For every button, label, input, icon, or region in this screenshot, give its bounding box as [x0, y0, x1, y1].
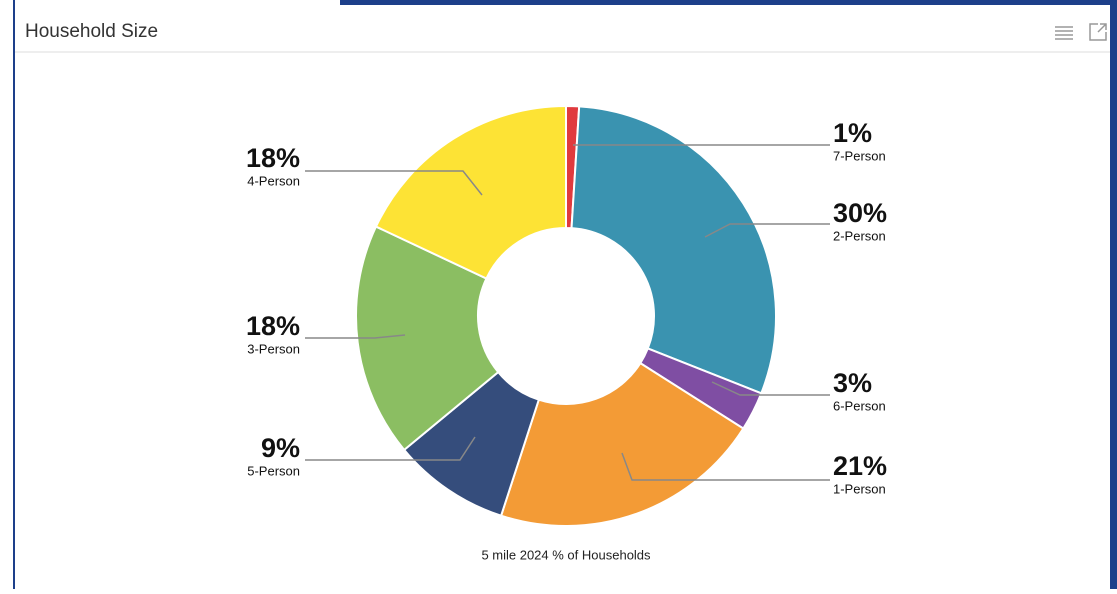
- slice: [570, 105, 777, 395]
- slice: [499, 361, 745, 527]
- category-label: 7-Person: [833, 148, 886, 163]
- list-icon[interactable]: [1055, 26, 1073, 40]
- leader-line: [621, 452, 830, 481]
- category-label: 5-Person: [247, 463, 300, 478]
- leader-line: [305, 170, 483, 196]
- percent-label: 18%: [246, 311, 300, 341]
- slice: [355, 225, 500, 452]
- category-label: 3-Person: [247, 341, 300, 356]
- leader-line: [704, 223, 830, 238]
- percent-label: 18%: [246, 143, 300, 173]
- leader-line: [305, 334, 406, 339]
- category-label: 1-Person: [833, 481, 886, 496]
- leader-line: [305, 436, 476, 461]
- panel-title: Household Size: [25, 21, 158, 42]
- category-label: 2-Person: [833, 228, 886, 243]
- percent-label: 30%: [833, 198, 887, 228]
- leader-line: [711, 381, 830, 396]
- expand-icon[interactable]: [1089, 23, 1107, 41]
- category-label: 6-Person: [833, 398, 886, 413]
- right-edge: [1110, 0, 1117, 589]
- top-bar: [340, 0, 1112, 5]
- caption: 5 mile 2024 % of Households: [481, 547, 651, 562]
- percent-label: 21%: [833, 451, 887, 481]
- category-label: 4-Person: [247, 173, 300, 188]
- slice: [374, 104, 567, 280]
- percent-label: 3%: [833, 368, 872, 398]
- percent-label: 9%: [261, 433, 300, 463]
- percent-label: 1%: [833, 118, 872, 148]
